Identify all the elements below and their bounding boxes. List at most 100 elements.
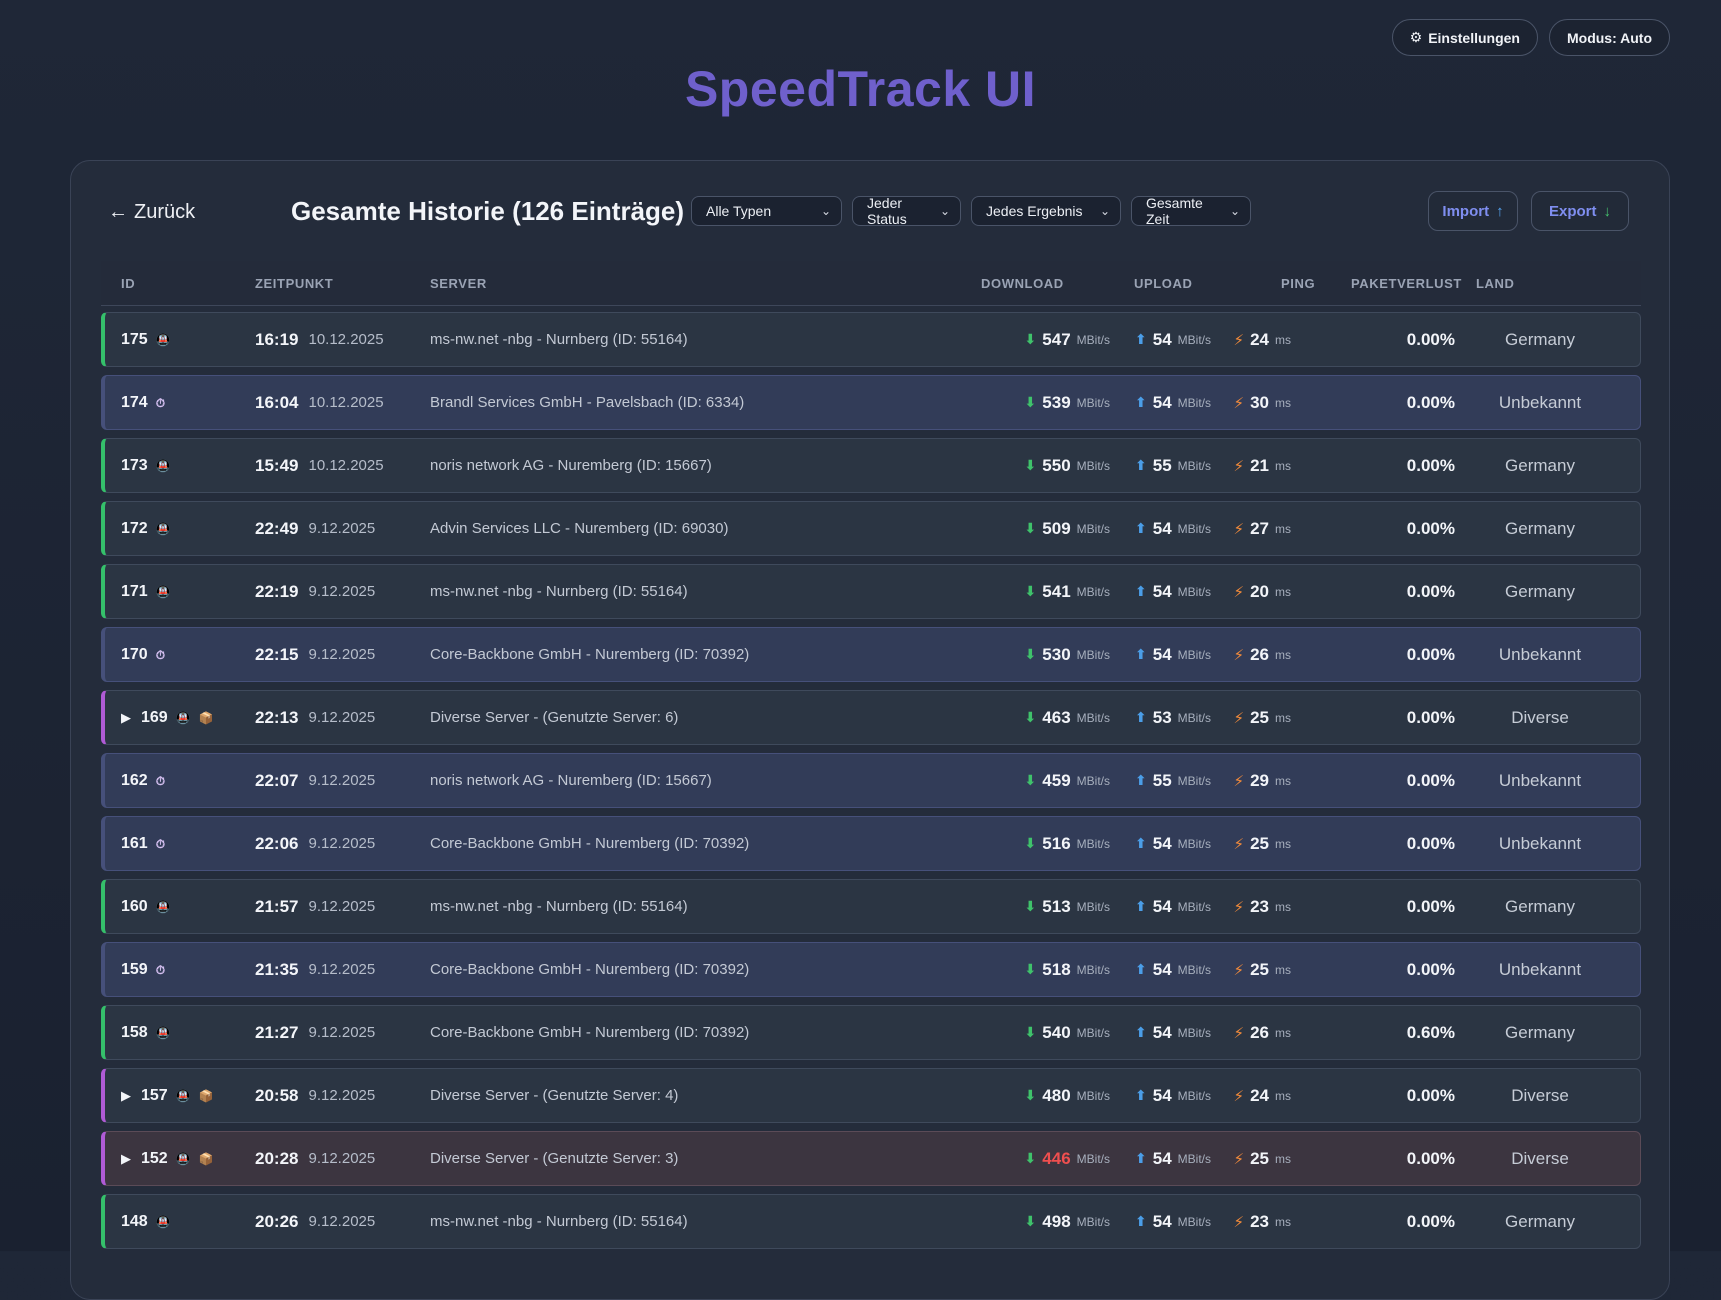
cell-upload: ⬆ 53 MBit/s — [1121, 691, 1211, 744]
table-row[interactable]: 175 🚇 16:19 10.12.2025 ms-nw.net -nbg - Nurn… — [101, 312, 1641, 367]
upload-unit: MBit/s — [1177, 395, 1211, 410]
download-arrow-icon: ⬇ — [1024, 457, 1037, 473]
row-server: Diverse Server - (Genutzte Server: 4) — [430, 1087, 679, 1104]
metro-icon: 🚇 — [155, 458, 171, 473]
lightning-icon: ⚡ — [1233, 835, 1245, 853]
download-unit: MBit/s — [1076, 395, 1110, 410]
page-title: Gesamte Historie (126 Einträge) — [291, 196, 685, 226]
cell-ping: ⚡ 29 ms — [1221, 754, 1291, 807]
cell-upload: ⬆ 54 MBit/s — [1121, 817, 1211, 870]
row-packet-loss: 0.00% — [1406, 959, 1455, 979]
ping-unit: ms — [1275, 395, 1291, 410]
upload-arrow-icon: ⬆ — [1135, 835, 1147, 851]
col-id[interactable]: ID — [121, 276, 136, 291]
table-row[interactable]: 173 🚇 15:49 10.12.2025 noris network AG - Nu… — [101, 438, 1641, 493]
row-time: 22:19 — [255, 581, 299, 601]
upload-arrow-icon: ⬆ — [1135, 457, 1147, 473]
table-row[interactable]: 174 ⏱ 16:04 10.12.2025 Brandl Services GmbH … — [101, 375, 1641, 430]
cell-time: 20:26 9.12.2025 — [255, 1195, 375, 1248]
table-row[interactable]: 161 ⏱ 22:06 9.12.2025 Core-Backbone GmbH - N… — [101, 816, 1641, 871]
upload-value: 54 — [1152, 1211, 1172, 1231]
col-ping[interactable]: PING — [1281, 276, 1316, 291]
expand-caret-icon[interactable]: ▶ — [121, 1087, 131, 1103]
table-row[interactable]: 148 🚇 20:26 9.12.2025 ms-nw.net -nbg - Nurnb… — [101, 1194, 1641, 1249]
stopwatch-icon: ⏱ — [155, 395, 166, 410]
upload-value: 54 — [1152, 896, 1172, 916]
ping-unit: ms — [1275, 836, 1291, 851]
expand-caret-icon[interactable]: ▶ — [121, 709, 131, 725]
export-label: Export — [1548, 202, 1597, 220]
cell-ping: ⚡ 27 ms — [1221, 502, 1291, 555]
ping-unit: ms — [1275, 710, 1291, 725]
col-download[interactable]: DOWNLOAD — [981, 276, 1064, 291]
table-row[interactable]: ▶ 169 🚇 📦 22:13 9.12.2025 Diverse Server - (Ge… — [101, 690, 1641, 745]
row-packet-loss: 0.00% — [1406, 1148, 1455, 1168]
table-row[interactable]: 162 ⏱ 22:07 9.12.2025 noris network AG - Nur… — [101, 753, 1641, 808]
table-row[interactable]: 172 🚇 22:49 9.12.2025 Advin Services LLC - N… — [101, 501, 1641, 556]
col-loss[interactable]: PAKETVERLUST — [1351, 276, 1462, 291]
row-server: noris network AG - Nuremberg (ID: 15667) — [430, 457, 712, 474]
upload-arrow-icon: ⬆ — [1135, 1213, 1147, 1229]
filter-result-select[interactable]: Jedes Ergebnis ⌄ — [971, 196, 1121, 226]
row-date: 9.12.2025 — [308, 520, 376, 537]
mode-button[interactable]: Modus: Auto — [1548, 19, 1670, 56]
download-arrow-icon: ⬇ — [1024, 709, 1037, 725]
chevron-down-icon: ⌄ — [1099, 204, 1110, 218]
row-packet-loss: 0.00% — [1406, 833, 1455, 853]
table-row[interactable]: 170 ⏱ 22:15 9.12.2025 Core-Backbone GmbH - N… — [101, 627, 1641, 682]
ping-unit: ms — [1275, 458, 1291, 473]
download-value: 550 — [1042, 455, 1071, 475]
panel-header: ← Zurück Gesamte Historie (126 Einträge)… — [71, 161, 1669, 261]
download-arrow-icon: ⬇ — [1024, 1150, 1037, 1166]
row-id: 174 — [121, 393, 148, 411]
row-country: Unbekannt — [1498, 770, 1582, 790]
download-arrow-icon: ⬇ — [1024, 1024, 1037, 1040]
row-date: 10.12.2025 — [308, 394, 384, 411]
cell-download: ⬇ 498 MBit/s — [1010, 1195, 1110, 1248]
cell-time: 20:28 9.12.2025 — [255, 1132, 375, 1185]
cell-download: ⬇ 518 MBit/s — [1010, 943, 1110, 996]
col-server[interactable]: SERVER — [430, 276, 487, 291]
table-row[interactable]: ▶ 152 🚇 📦 20:28 9.12.2025 Diverse Server - (Ge… — [101, 1131, 1641, 1186]
table-row[interactable]: 160 🚇 21:57 9.12.2025 ms-nw.net -nbg - Nurnb… — [101, 879, 1641, 934]
cell-time: 20:58 9.12.2025 — [255, 1069, 375, 1122]
cell-upload: ⬆ 54 MBit/s — [1121, 880, 1211, 933]
cell-upload: ⬆ 55 MBit/s — [1121, 439, 1211, 492]
filter-status-select[interactable]: Jeder Status ⌄ — [852, 195, 961, 227]
download-arrow-icon: ⬇ — [1024, 583, 1037, 599]
download-arrow-icon: ⬇ — [1024, 394, 1037, 410]
settings-button[interactable]: ⚙ Einstellungen — [1391, 19, 1538, 56]
cell-id: ▶ 152 🚇 📦 — [121, 1132, 214, 1185]
row-date: 9.12.2025 — [308, 772, 376, 789]
upload-unit: MBit/s — [1177, 1151, 1211, 1166]
ping-unit: ms — [1275, 584, 1291, 599]
upload-unit: MBit/s — [1177, 1214, 1211, 1229]
expand-caret-icon[interactable]: ▶ — [121, 1150, 131, 1166]
download-value: 540 — [1042, 1022, 1071, 1042]
upload-value: 55 — [1152, 770, 1172, 790]
filter-type-select[interactable]: Alle Typen ⌄ — [691, 196, 842, 226]
lightning-icon: ⚡ — [1233, 457, 1245, 475]
col-land[interactable]: LAND — [1476, 276, 1515, 291]
cell-download: ⬇ 463 MBit/s — [1010, 691, 1110, 744]
filter-time-select[interactable]: Gesamte Zeit ⌄ — [1131, 195, 1251, 227]
col-time[interactable]: ZEITPUNKT — [255, 276, 334, 291]
package-icon: 📦 — [198, 710, 214, 725]
back-button[interactable]: ← Zurück — [108, 201, 195, 224]
upload-value: 54 — [1152, 1022, 1172, 1042]
table-row[interactable]: 171 🚇 22:19 9.12.2025 ms-nw.net -nbg - Nurnb… — [101, 564, 1641, 619]
table-row[interactable]: ▶ 157 🚇 📦 20:58 9.12.2025 Diverse Server - (Ge… — [101, 1068, 1641, 1123]
metro-icon: 🚇 — [175, 1151, 191, 1166]
row-id: 171 — [121, 582, 148, 600]
export-button[interactable]: Export ↓ — [1531, 191, 1629, 231]
table-row[interactable]: 159 ⏱ 21:35 9.12.2025 Core-Backbone GmbH - N… — [101, 942, 1641, 997]
col-upload[interactable]: UPLOAD — [1134, 276, 1193, 291]
import-button[interactable]: Import ↑ — [1428, 191, 1518, 231]
upload-arrow-icon: ↑ — [1496, 202, 1504, 220]
download-unit: MBit/s — [1076, 773, 1110, 788]
cell-download: ⬇ 540 MBit/s — [1010, 1006, 1110, 1059]
table-row[interactable]: 158 🚇 21:27 9.12.2025 Core-Backbone GmbH - N… — [101, 1005, 1641, 1060]
row-date: 9.12.2025 — [308, 646, 376, 663]
ping-value: 25 — [1250, 1148, 1269, 1168]
settings-label: Einstellungen — [1428, 29, 1520, 46]
